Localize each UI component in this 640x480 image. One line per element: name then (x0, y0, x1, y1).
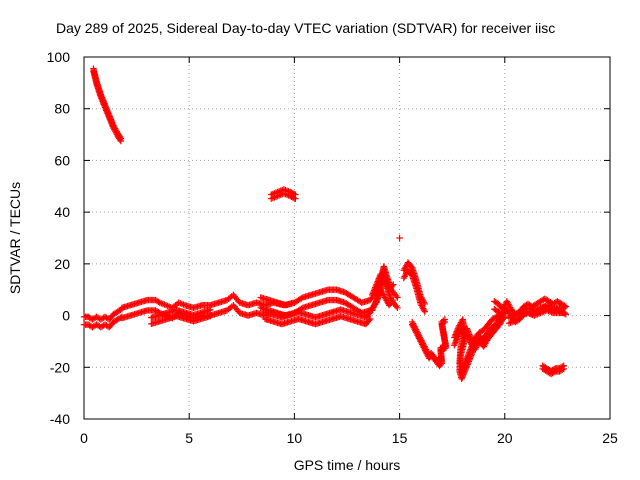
data-point (560, 365, 567, 373)
data-point (374, 278, 381, 285)
data-point (452, 337, 460, 345)
y-tick-label: 60 (54, 152, 70, 168)
x-tick-label: 20 (497, 430, 513, 446)
data-point (365, 317, 373, 324)
data-point (421, 300, 429, 308)
data-point (372, 299, 379, 307)
data-point (454, 333, 462, 340)
data-point (374, 293, 381, 301)
data-point (466, 356, 473, 364)
y-tick-label: -20 (50, 359, 70, 375)
axis-ticks: 0 5 10 15 20 25 -40 -20 0 20 40 60 80 100 (47, 49, 618, 446)
x-axis-label: GPS time / hours (294, 457, 401, 473)
data-point (371, 285, 378, 293)
data-point (375, 292, 382, 299)
data-point (496, 321, 503, 328)
data-point (366, 315, 374, 323)
data-point (372, 284, 379, 291)
x-tick-label: 15 (392, 430, 408, 446)
data-point (375, 276, 382, 284)
data-point (370, 288, 377, 296)
data-point (394, 294, 401, 301)
y-tick-label: -40 (50, 411, 70, 427)
x-tick-label: 5 (185, 430, 193, 446)
data-point (469, 349, 476, 356)
data-point (373, 296, 380, 304)
data-point (370, 287, 378, 294)
data-point (466, 355, 474, 362)
data-point (454, 334, 461, 342)
data-point (464, 361, 471, 368)
y-tick-label: 100 (47, 49, 71, 65)
data-point (394, 304, 401, 312)
data-point (464, 359, 472, 367)
data-point (550, 369, 558, 376)
data-point (559, 366, 566, 373)
data-point (463, 362, 471, 370)
data-point (370, 304, 377, 311)
data-point (373, 281, 380, 288)
x-tick-label: 10 (287, 430, 303, 446)
data-point (207, 312, 214, 320)
data-point (292, 195, 299, 202)
data-point (370, 302, 378, 310)
data-markers (80, 65, 570, 383)
data-point (155, 298, 162, 305)
grid-lines (84, 57, 610, 419)
data-point (373, 279, 381, 287)
x-tick-label: 0 (80, 430, 88, 446)
data-point (453, 336, 460, 343)
plot-frame (83, 56, 611, 420)
data-point (116, 136, 124, 143)
data-point (298, 295, 305, 302)
data-point (561, 309, 568, 317)
y-axis-label: SDTVAR / TECUs (7, 182, 23, 294)
data-point (465, 358, 472, 365)
y-tick-label: 40 (54, 204, 70, 220)
data-point (372, 298, 380, 305)
data-point (372, 282, 380, 290)
data-point (452, 339, 459, 346)
data-point (290, 194, 298, 202)
data-point (117, 137, 125, 145)
data-point (369, 291, 376, 299)
data-point (369, 290, 377, 297)
data-point (467, 352, 475, 359)
data-point (451, 340, 459, 348)
data-point (207, 306, 214, 314)
data-point (390, 281, 397, 288)
chart-title: Day 289 of 2025, Sidereal Day-to-day VTE… (56, 20, 555, 36)
data-point (389, 282, 396, 290)
data-point (373, 295, 381, 302)
data-point (441, 318, 449, 326)
y-tick-label: 0 (62, 308, 70, 324)
data-point (497, 320, 504, 327)
data-point (451, 342, 458, 349)
data-point (390, 296, 397, 304)
data-point (371, 301, 378, 308)
data-point (369, 305, 377, 313)
data-point (365, 310, 373, 317)
data-point (396, 234, 403, 242)
data-point (467, 353, 474, 361)
y-tick-label: 80 (54, 101, 70, 117)
data-point (369, 307, 376, 314)
data-point (468, 350, 475, 358)
data-point (389, 298, 396, 305)
x-tick-label: 25 (602, 430, 618, 446)
data-point (421, 308, 429, 315)
y-tick-label: 20 (54, 256, 70, 272)
